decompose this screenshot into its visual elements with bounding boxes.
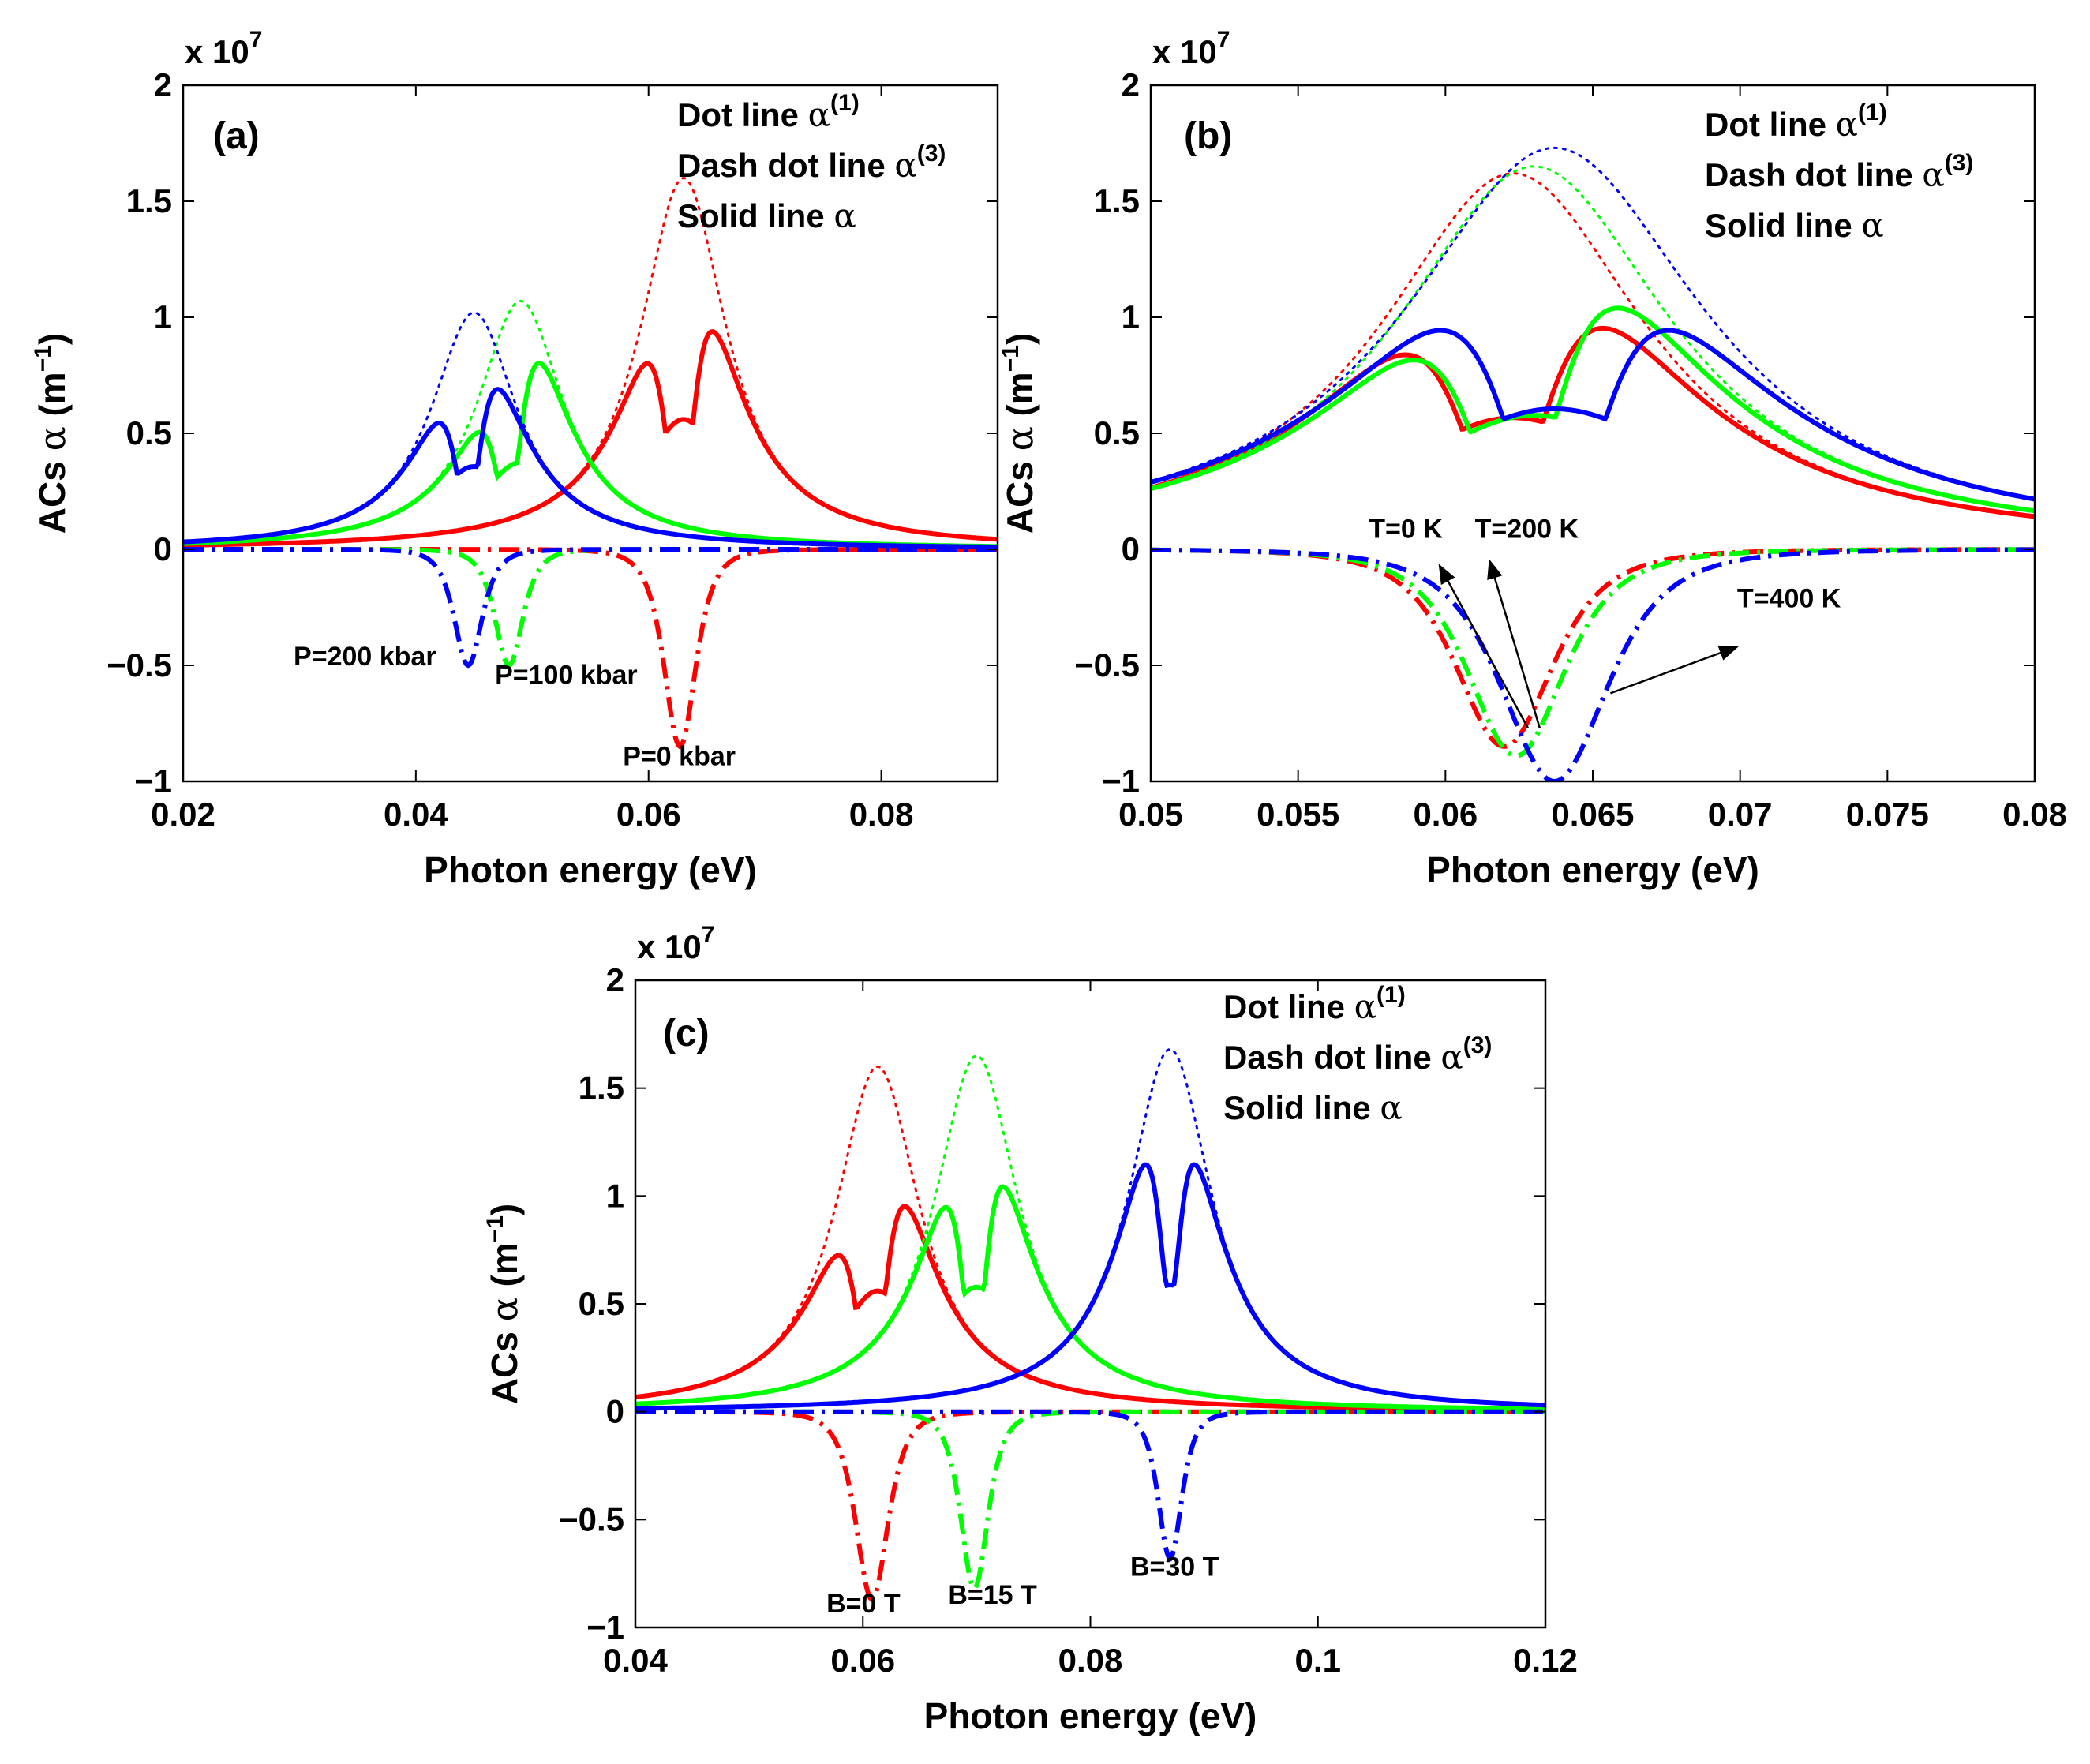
y-tick-label: 1 bbox=[606, 1177, 624, 1214]
series-red-linear-dotted bbox=[183, 177, 998, 547]
plot-area bbox=[1151, 146, 2035, 781]
y-tick-label: −1 bbox=[1102, 762, 1140, 800]
series-blue-total-solid bbox=[635, 1162, 1545, 1411]
y-tick-label: 0 bbox=[154, 530, 172, 567]
x-axis-label: Photon energy (eV) bbox=[1426, 849, 1759, 890]
legend-entry: Dash dot line α(3) bbox=[1223, 1032, 1492, 1077]
y-tick-label: 0.5 bbox=[1094, 414, 1140, 451]
y-tick-label: −0.5 bbox=[1074, 646, 1140, 684]
curve-annotation: T=200 K bbox=[1475, 514, 1579, 544]
legend-entry: Dash dot line α(3) bbox=[677, 140, 946, 185]
series-green-total-solid bbox=[183, 361, 998, 549]
curve-annotation: B=30 T bbox=[1130, 1552, 1219, 1582]
plot-area bbox=[635, 1047, 1545, 1603]
x-tick-label: 0.065 bbox=[1551, 796, 1634, 833]
x-tick-label: 0.02 bbox=[151, 796, 215, 833]
x-tick-label: 0.08 bbox=[2002, 796, 2067, 833]
x-tick-label: 0.04 bbox=[384, 796, 448, 833]
curve-annotation: B=0 T bbox=[826, 1589, 901, 1619]
annotation-arrow bbox=[1438, 564, 1529, 728]
curve-annotation: B=15 T bbox=[948, 1580, 1037, 1610]
y-tick-label: −1 bbox=[134, 762, 172, 800]
y-tick-label: 0 bbox=[1122, 530, 1140, 567]
y-tick-label: 2 bbox=[154, 66, 172, 103]
series-green-linear-dotted bbox=[635, 1054, 1545, 1410]
y-tick-label: −0.5 bbox=[559, 1500, 624, 1537]
curve-annotation: P=0 kbar bbox=[623, 741, 736, 771]
x-axis-label: Photon energy (eV) bbox=[424, 849, 757, 890]
annotation-arrow bbox=[1487, 559, 1541, 728]
panel-label: (a) bbox=[213, 115, 260, 157]
series-red-linear-dotted bbox=[635, 1065, 1545, 1411]
y-tick-label: 2 bbox=[1122, 66, 1140, 103]
series-blue-total-solid bbox=[183, 387, 998, 549]
y-tick-label: 0.5 bbox=[579, 1285, 624, 1322]
y-tick-label: 1 bbox=[154, 298, 172, 335]
x-tick-label: 0.1 bbox=[1295, 1642, 1341, 1679]
x-tick-label: 0.06 bbox=[830, 1642, 895, 1679]
y-exponent-label: x 107 bbox=[637, 922, 714, 965]
legend-entry: Dash dot line α(3) bbox=[1705, 150, 1973, 194]
series-green-third-order-dashdot bbox=[635, 1409, 1545, 1592]
legend-entry: Solid line α bbox=[1705, 206, 1884, 245]
series-blue-total-solid bbox=[1151, 328, 2035, 502]
y-tick-label: 2 bbox=[606, 961, 624, 998]
annotation-arrow bbox=[1609, 645, 1740, 695]
y-axis-label: ACs α (m−1) bbox=[998, 333, 1041, 534]
y-tick-label: 1.5 bbox=[126, 182, 172, 219]
series-blue-third-order-dashdot bbox=[635, 1409, 1545, 1562]
x-axis-label: Photon energy (eV) bbox=[924, 1695, 1257, 1736]
x-tick-label: 0.07 bbox=[1708, 796, 1773, 833]
series-blue-third-order-dashdot bbox=[1151, 547, 2035, 781]
x-tick-label: 0.12 bbox=[1513, 1642, 1578, 1679]
curve-annotation: P=100 kbar bbox=[495, 661, 638, 691]
curve-annotation: T=0 K bbox=[1369, 514, 1443, 544]
x-tick-label: 0.06 bbox=[616, 796, 681, 833]
series-red-total-solid bbox=[1151, 325, 2035, 519]
legend-entry: Dot line α(1) bbox=[677, 90, 860, 134]
y-tick-label: 1.5 bbox=[1094, 182, 1140, 219]
plot-area bbox=[183, 177, 998, 750]
x-tick-label: 0.06 bbox=[1413, 796, 1478, 833]
x-tick-label: 0.05 bbox=[1118, 796, 1183, 833]
y-axis-label: ACs α (m−1) bbox=[30, 333, 73, 534]
y-tick-label: −0.5 bbox=[107, 646, 172, 684]
x-tick-label: 0.08 bbox=[849, 796, 914, 833]
curve-annotation: T=400 K bbox=[1737, 584, 1841, 614]
series-red-total-solid bbox=[183, 328, 998, 548]
x-tick-label: 0.04 bbox=[603, 1642, 668, 1679]
legend: Dot line α(1) Dash dot line α(3) Solid lin… bbox=[1223, 982, 1492, 1127]
legend: Dot line α(1) Dash dot line α(3) Solid lin… bbox=[1705, 99, 1973, 245]
curve-annotation: P=200 kbar bbox=[294, 642, 436, 672]
x-tick-label: 0.08 bbox=[1058, 1642, 1123, 1679]
legend-entry: Dot line α(1) bbox=[1223, 982, 1406, 1026]
series-red-third-order-dashdot bbox=[635, 1409, 1545, 1603]
y-tick-label: 1 bbox=[1122, 298, 1140, 335]
chart-panel-b: 0.05 0.055 0.06 0.065 0.07 0.075 0.08 −1 −0.5 0 0.… bbox=[998, 27, 2067, 890]
y-tick-label: −1 bbox=[586, 1609, 624, 1646]
y-axis-label: ACs α (m−1) bbox=[482, 1204, 526, 1404]
series-blue-third-order-dashdot bbox=[183, 547, 998, 669]
chart-panel-a: 0.02 0.04 0.06 0.08 −1 −0.5 0 0.5 1 1.5 2 x 107 Phot… bbox=[30, 27, 999, 890]
x-tick-label: 0.075 bbox=[1846, 796, 1929, 833]
y-tick-label: 0 bbox=[606, 1393, 624, 1430]
series-green-total-solid bbox=[635, 1184, 1545, 1411]
chart-panel-c: 0.04 0.06 0.08 0.1 0.12 −1 −0.5 0 0.5 1 1.5 2 x 107 P… bbox=[482, 922, 1578, 1736]
y-exponent-label: x 107 bbox=[185, 27, 262, 70]
y-exponent-label: x 107 bbox=[1152, 27, 1230, 70]
x-tick-label: 0.055 bbox=[1257, 796, 1339, 833]
legend-entry: Solid line α bbox=[1223, 1088, 1403, 1127]
y-tick-label: 0.5 bbox=[126, 414, 172, 451]
series-green-total-solid bbox=[1151, 305, 2035, 514]
panel-label: (b) bbox=[1184, 115, 1232, 157]
panel-label: (c) bbox=[663, 1013, 710, 1054]
y-tick-label: 1.5 bbox=[579, 1069, 624, 1107]
series-green-linear-dotted bbox=[1151, 165, 2035, 512]
legend-entry: Solid line α bbox=[677, 197, 856, 235]
legend: Dot line α(1) Dash dot line α(3) Solid lin… bbox=[677, 90, 946, 235]
legend-entry: Dot line α(1) bbox=[1705, 99, 1887, 144]
